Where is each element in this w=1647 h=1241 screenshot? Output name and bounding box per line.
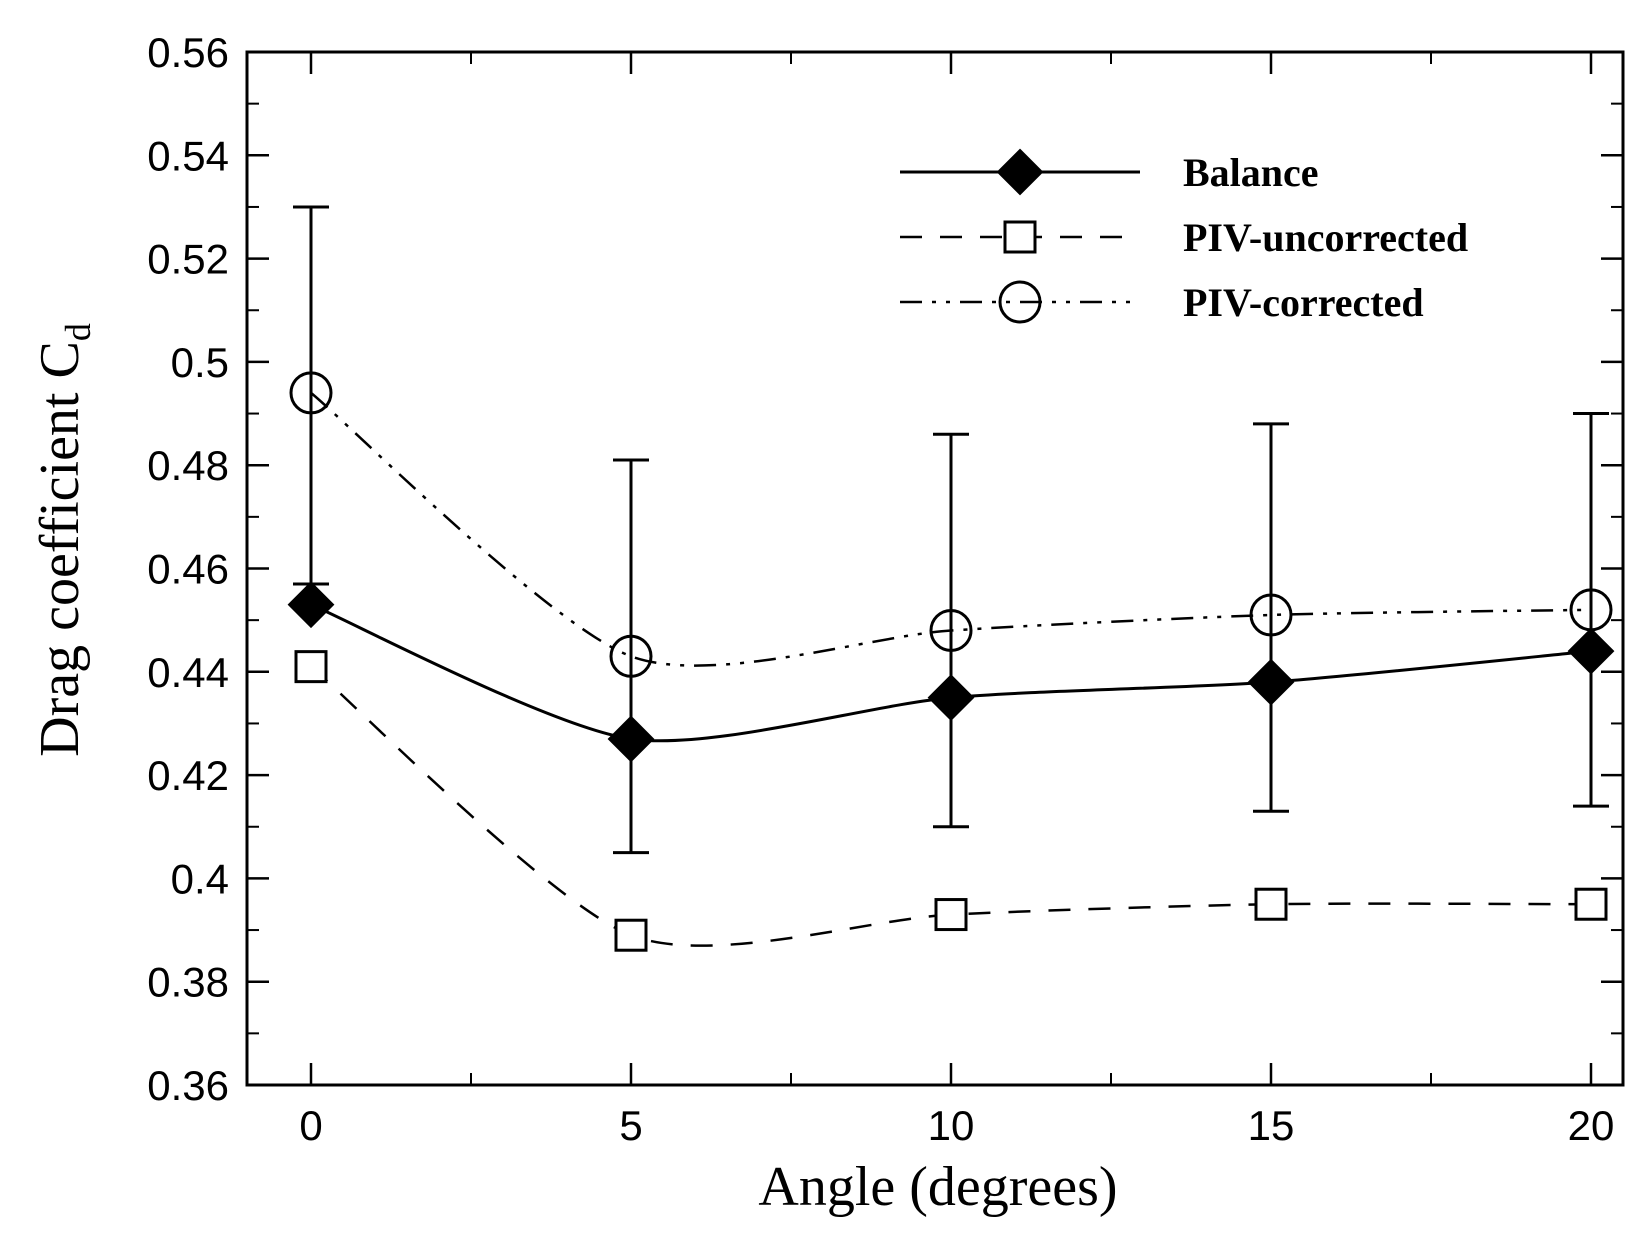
marker-piv-corrected [929, 608, 973, 652]
marker-piv-uncorrected [1574, 887, 1608, 921]
marker-piv-uncorrected [934, 898, 968, 932]
y-tick-label: 0.5 [171, 339, 229, 386]
x-tick-label: 20 [1568, 1102, 1615, 1149]
marker-balance [287, 581, 335, 629]
y-axis-title: Drag coefficient Cd [29, 323, 98, 757]
minor-ticks [247, 52, 1623, 1085]
marker-balance [1567, 627, 1615, 675]
y-tick-label: 0.42 [147, 752, 229, 799]
y-axis-title-main: Drag coefficient C [29, 341, 91, 757]
marker-piv-uncorrected [1254, 887, 1288, 921]
marker-piv-uncorrected [614, 918, 648, 952]
legend-marker-piv-corrected [998, 280, 1042, 324]
x-tick-label: 15 [1248, 1102, 1295, 1149]
major-ticks [247, 50, 1623, 1087]
marker-balance [1247, 658, 1295, 706]
marker-balance [927, 674, 975, 722]
y-tick-label: 0.44 [147, 649, 229, 696]
legend-marker-piv-uncorrected [1003, 220, 1037, 254]
legend-label: Balance [1183, 150, 1319, 195]
x-tick-label: 0 [299, 1102, 322, 1149]
marker-piv-corrected [1249, 593, 1293, 637]
y-tick-label: 0.4 [171, 855, 229, 902]
data-markers [287, 371, 1615, 952]
x-axis-title: Angle (degrees) [758, 1156, 1117, 1218]
y-tick-label: 0.46 [147, 546, 229, 593]
marker-piv-corrected [1569, 588, 1613, 632]
x-tick-label: 10 [928, 1102, 975, 1149]
y-tick-label: 0.52 [147, 236, 229, 283]
y-tick-label: 0.36 [147, 1062, 229, 1109]
legend: Balance PIV-uncorrected PIV-corrected [900, 148, 1468, 325]
x-tick-label: 5 [619, 1102, 642, 1149]
x-tick-labels: 0 5 10 15 20 [299, 1102, 1614, 1149]
y-axis-title-subscript: d [58, 323, 98, 341]
y-tick-label: 0.38 [147, 959, 229, 1006]
legend-label: PIV-corrected [1183, 280, 1424, 325]
y-tick-labels: 0.36 0.38 0.4 0.42 0.44 0.46 0.48 0.5 0.52 0.54 0.… [147, 29, 229, 1109]
marker-piv-uncorrected [294, 650, 328, 684]
marker-piv-corrected [609, 634, 653, 678]
marker-balance [607, 715, 655, 763]
legend-label: PIV-uncorrected [1183, 215, 1468, 260]
y-tick-label: 0.48 [147, 442, 229, 489]
legend-marker-balance [996, 148, 1044, 196]
y-tick-label: 0.54 [147, 132, 229, 179]
error-bars [293, 205, 1609, 855]
series-line-piv-corrected [310, 391, 1592, 667]
y-tick-label: 0.56 [147, 29, 229, 76]
marker-piv-corrected [289, 371, 333, 415]
